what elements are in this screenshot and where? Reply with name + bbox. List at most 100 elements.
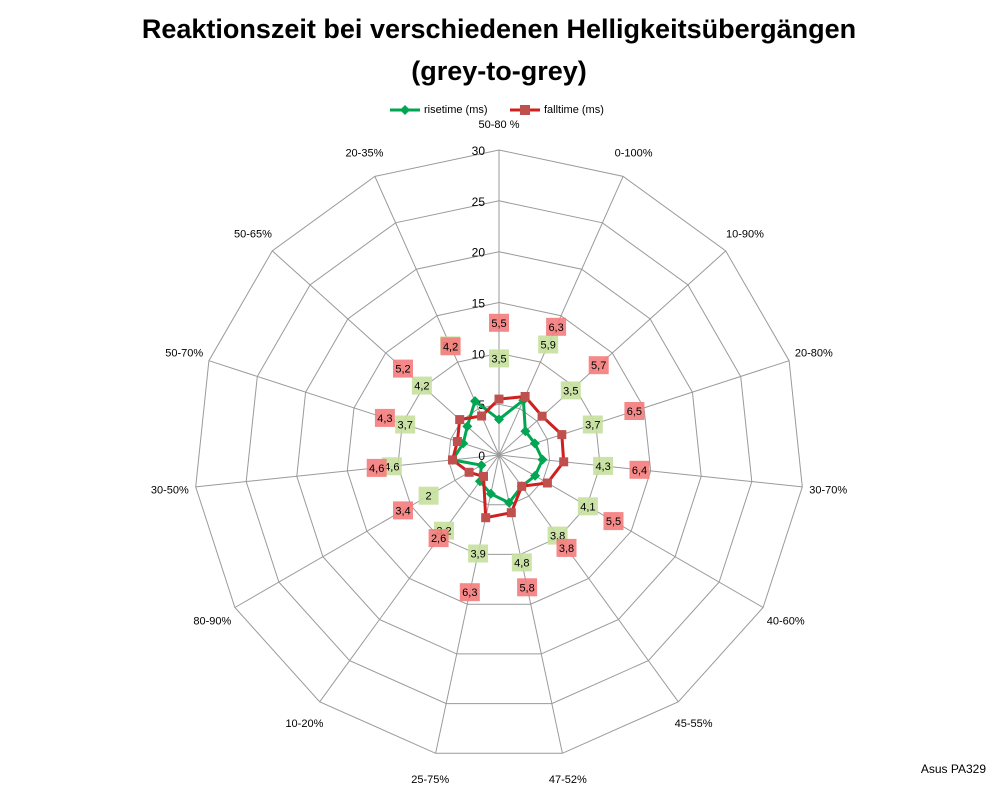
category-label: 40-60% (767, 616, 805, 628)
falltime-label-bg (556, 538, 577, 557)
falltime-label-bg (546, 317, 567, 336)
risetime-data-label: 4,1 (580, 501, 595, 513)
falltime-data-label: 3,4 (395, 505, 410, 517)
risetime-data-label: 4,8 (514, 557, 529, 569)
falltime-data-label: 6,5 (627, 406, 642, 418)
falltime-point (464, 467, 474, 477)
category-label: 20-80% (795, 348, 833, 360)
grid-ring-30 (195, 149, 803, 754)
falltime-point (557, 430, 567, 440)
falltime-label-bg (393, 501, 413, 520)
spoke-6 (498, 454, 679, 703)
falltime-data-label: 2,6 (431, 533, 446, 545)
category-label: 45-55% (675, 718, 713, 730)
chart-title: Reaktionszeit bei verschiedenen Helligke… (141, 14, 857, 44)
risetime-data-label: 3,7 (398, 420, 413, 432)
risetime-label-bg (468, 544, 489, 563)
risetime-data-label: 4,6 (384, 461, 399, 473)
grid-ring-25 (245, 200, 753, 705)
risetime-data-label: 5,9 (541, 340, 556, 352)
risetime-data-label: 3,5 (491, 353, 506, 365)
risetime-label-bg (489, 349, 509, 368)
category-label: 50-70% (165, 348, 203, 360)
radial-tick-label: 25 (472, 195, 486, 209)
series-line-risetime (450, 397, 545, 505)
radial-tick-label: 10 (472, 347, 486, 361)
grid-ring-15 (346, 301, 652, 605)
falltime-label-bg (440, 337, 461, 356)
risetime-point (520, 426, 531, 437)
category-label: 25-75% (411, 774, 449, 786)
category-label: 47-52% (549, 774, 587, 786)
falltime-data-label: 6,3 (548, 322, 563, 334)
spoke-14 (374, 176, 500, 456)
series-line-falltime (450, 394, 566, 520)
risetime-label-bg (381, 457, 402, 476)
falltime-point (559, 457, 569, 467)
spoke-12 (208, 360, 500, 456)
radial-tick-label: 15 (472, 297, 486, 311)
falltime-data-label: 4,6 (369, 463, 384, 475)
footer-model-label: Asus PA329 (920, 762, 986, 776)
spoke-1 (498, 176, 624, 456)
risetime-label-bg (395, 415, 416, 434)
risetime-data-label: 3,9 (470, 549, 485, 561)
grid-ring-10 (397, 352, 601, 555)
legend-risetime-marker (390, 105, 420, 115)
risetime-point (494, 414, 504, 425)
category-label: 80-90% (193, 616, 231, 628)
falltime-label-bg (603, 512, 624, 531)
risetime-label-bg (560, 381, 581, 400)
risetime-data-label: 4,2 (414, 381, 429, 393)
falltime-point (448, 455, 457, 465)
category-label: 30-50% (151, 485, 189, 497)
falltime-data-label: 5,2 (395, 364, 410, 376)
grid-ring-20 (296, 251, 702, 655)
legend-risetime-label: risetime (ms) (424, 104, 488, 116)
falltime-label-bg (374, 408, 395, 427)
spoke-4 (498, 454, 803, 488)
legend-item-falltime: falltime (ms) (510, 101, 604, 119)
falltime-data-label: 5,5 (606, 516, 621, 528)
category-label: 0-100% (615, 148, 653, 160)
falltime-label-bg (489, 313, 509, 332)
risetime-point (462, 421, 473, 432)
radial-tick-label: 0 (478, 449, 485, 463)
spoke-2 (498, 250, 727, 456)
risetime-point (476, 460, 487, 471)
chart-subtitle: (grey-to-grey) (411, 56, 587, 86)
falltime-label-bg (588, 356, 609, 375)
risetime-data-label: 2 (426, 491, 432, 503)
falltime-point (520, 392, 530, 401)
risetime-point (537, 454, 548, 465)
risetime-label-bg (411, 376, 432, 395)
falltime-point (479, 471, 488, 481)
category-label: 10-20% (285, 718, 323, 730)
falltime-point (481, 513, 491, 523)
falltime-label-bg (366, 458, 387, 477)
category-label: 50-80 % (479, 119, 520, 131)
falltime-point (537, 411, 547, 421)
category-label: 50-65% (234, 229, 272, 241)
spoke-10 (234, 454, 500, 608)
falltime-data-label: 3,8 (559, 543, 574, 555)
risetime-label-bg (418, 486, 439, 505)
category-label: 30-70% (809, 485, 847, 497)
falltime-label-bg (517, 578, 538, 597)
risetime-point (470, 396, 480, 407)
falltime-label-bg (624, 402, 645, 420)
falltime-point (477, 411, 487, 421)
falltime-data-label: 5,7 (591, 360, 606, 372)
falltime-label-bg (459, 583, 480, 602)
risetime-label-bg (577, 497, 598, 516)
category-label: 10-90% (726, 229, 764, 241)
radial-tick-label: 30 (472, 144, 486, 158)
risetime-data-label: 4,3 (595, 461, 610, 473)
spoke-9 (319, 454, 500, 703)
risetime-label-bg (538, 335, 559, 354)
grid-ring-5 (447, 403, 551, 506)
falltime-data-label: 5,5 (491, 318, 506, 330)
falltime-label-bg (428, 529, 449, 548)
falltime-data-label: 4,3 (377, 413, 392, 425)
